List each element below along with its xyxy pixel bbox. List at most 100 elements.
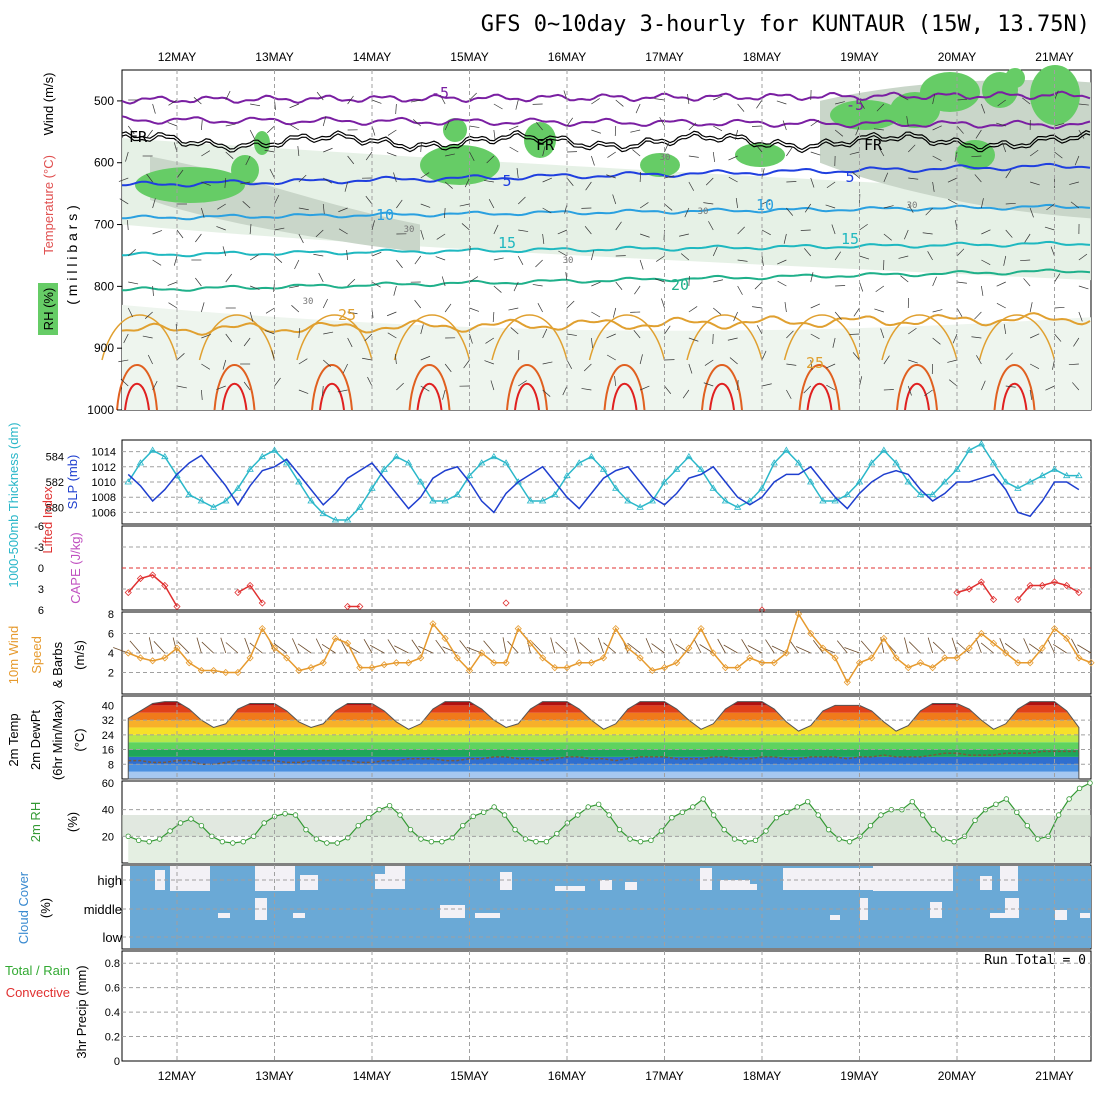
day-label-bottom: 15MAY xyxy=(450,1069,488,1083)
wind-barb xyxy=(1078,103,1089,106)
contour-label: 30 xyxy=(563,256,574,266)
thickness-point xyxy=(258,452,267,460)
wind-barb xyxy=(342,363,348,374)
cape-li-panel xyxy=(121,525,1092,614)
wind-barb xyxy=(486,155,495,164)
rh-point xyxy=(878,812,884,818)
wind-barb xyxy=(127,307,133,318)
wind-barb xyxy=(1078,253,1088,261)
wind-barb xyxy=(956,281,967,284)
rh-point xyxy=(365,814,372,821)
surface-wind-barb xyxy=(717,638,726,654)
day-label-top: 18MAY xyxy=(743,50,781,64)
wind-barb xyxy=(294,259,300,270)
pressure-tick-label: 700 xyxy=(94,218,114,232)
wind-barb xyxy=(883,389,894,391)
wind-barb xyxy=(810,359,813,370)
thickness-point xyxy=(161,452,169,460)
wind-barb xyxy=(298,233,304,244)
wind-speed-point xyxy=(1050,625,1059,633)
surface-wind-barb xyxy=(747,645,763,654)
rh-point xyxy=(407,826,414,833)
wind-barb xyxy=(420,141,422,153)
temp-tick-label: 40 xyxy=(102,700,114,712)
rh-point xyxy=(167,828,173,834)
wind-barb xyxy=(981,198,984,209)
wind-barb xyxy=(493,285,502,293)
lifted-index-line xyxy=(127,574,178,607)
wind-barb xyxy=(635,103,641,114)
wind-speed-point xyxy=(270,644,279,652)
rh-point xyxy=(533,838,539,845)
wind-barb xyxy=(679,233,689,237)
thickness-point xyxy=(782,446,791,453)
surface-wind-barb xyxy=(812,639,824,654)
wind-barb xyxy=(323,331,334,335)
rh-point xyxy=(867,822,874,829)
temp-unit: (°C) xyxy=(72,728,87,751)
wind-barb xyxy=(147,354,153,365)
wind-tick-label: 6 xyxy=(108,629,114,641)
surface-wind-barb xyxy=(550,637,556,654)
day-label-bottom: 21MAY xyxy=(1035,1069,1073,1083)
wind-barb xyxy=(168,99,178,106)
wind-barb xyxy=(242,201,251,209)
wind-speed-point xyxy=(222,668,230,677)
temp-contour xyxy=(121,312,1091,336)
wind-barb xyxy=(851,171,860,179)
temp-contour xyxy=(506,364,548,411)
wind-barb xyxy=(956,307,963,317)
rh-point xyxy=(146,838,152,845)
surface-wind-barb xyxy=(836,640,848,654)
temp-contour xyxy=(116,364,158,411)
surface-wind-barb xyxy=(315,638,324,654)
rh-high-patch xyxy=(135,167,245,203)
wind-speed-point xyxy=(746,654,754,662)
wind-barb xyxy=(365,151,373,161)
thickness-point xyxy=(392,452,401,460)
wind-barb xyxy=(835,101,845,105)
wind-barb xyxy=(728,155,738,161)
wind-barb xyxy=(826,384,836,391)
wind-barb xyxy=(201,334,211,339)
rh-point xyxy=(585,804,591,810)
thickness-point xyxy=(222,497,230,504)
wind-barb xyxy=(298,358,308,365)
wind-barb xyxy=(542,207,552,214)
wind-barb xyxy=(761,229,771,236)
wind-barb xyxy=(542,146,546,157)
wind-barb xyxy=(786,147,793,157)
contour-label: FR xyxy=(129,128,148,146)
wind-barb xyxy=(639,171,641,183)
wind-barb xyxy=(412,119,421,127)
lifted-index-point xyxy=(1026,581,1034,590)
wind-barb xyxy=(786,330,794,339)
wind-barb xyxy=(713,125,723,132)
wind-barb xyxy=(542,389,551,397)
wind-barb xyxy=(396,199,403,209)
wind-speed-point xyxy=(283,654,291,662)
wind-barb xyxy=(947,359,958,363)
rh-point xyxy=(763,828,769,834)
surface-wind-barb xyxy=(723,644,738,654)
wind-barb xyxy=(952,333,958,344)
wind-barb xyxy=(612,307,617,318)
wind-barb xyxy=(118,359,129,363)
thickness-point xyxy=(477,459,486,466)
thickness-point xyxy=(270,446,279,453)
wind-speed-point xyxy=(246,654,254,662)
wind-speed-point xyxy=(478,649,486,657)
wind-speed-point xyxy=(892,654,900,662)
surface-wind-barb xyxy=(321,643,336,654)
slp-tick-label: 1010 xyxy=(92,477,116,489)
surface-wind-barb xyxy=(297,643,312,654)
wind-barb xyxy=(664,175,675,179)
temp-contour xyxy=(709,382,735,411)
cloud-gap xyxy=(720,880,750,890)
rh-point xyxy=(501,812,508,818)
wind-barb xyxy=(1029,363,1040,370)
cloud-gap xyxy=(218,913,230,918)
wind-barb xyxy=(537,303,543,313)
wind-barb xyxy=(152,380,158,391)
rh-point xyxy=(627,836,633,842)
